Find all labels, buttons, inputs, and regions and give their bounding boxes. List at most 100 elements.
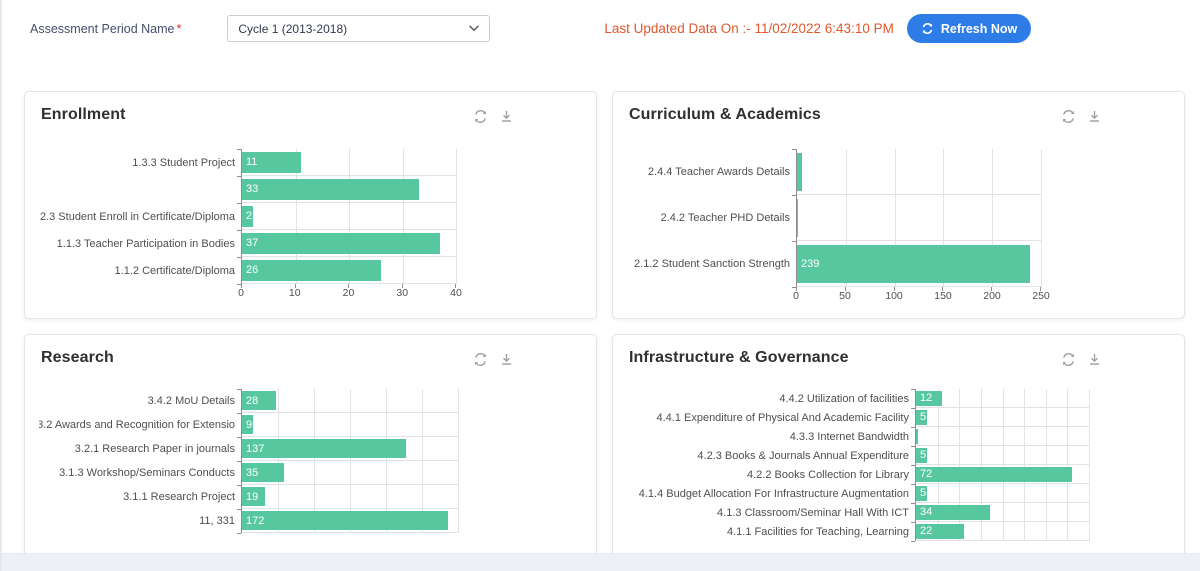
- bar[interactable]: 239: [797, 244, 1031, 283]
- bar[interactable]: 5: [916, 485, 927, 501]
- bar[interactable]: 72: [916, 466, 1072, 482]
- assessment-period-select[interactable]: Cycle 1 (2013-2018): [227, 15, 491, 42]
- x-tick-label: 50: [839, 290, 851, 302]
- required-asterisk: *: [176, 21, 182, 36]
- chart-row: [916, 427, 1089, 446]
- x-tick-label: 200: [983, 290, 1001, 302]
- x-tick-label: 0: [793, 290, 799, 302]
- bar[interactable]: 5: [916, 409, 927, 425]
- chevron-down-icon: [469, 25, 480, 32]
- x-tick-label: 30: [396, 287, 409, 299]
- bar[interactable]: 5: [916, 447, 927, 463]
- bar[interactable]: 37: [242, 232, 440, 254]
- plot-area: 12 5 5 72 5 34 22: [911, 389, 1090, 542]
- x-tick-label: 250: [1032, 290, 1050, 302]
- bar[interactable]: [916, 428, 919, 444]
- bar[interactable]: 28: [242, 391, 276, 410]
- category-label: 2.4.2 Teacher PHD Details: [660, 212, 790, 224]
- category-label: 3.1.1 Research Project: [123, 491, 235, 503]
- plot-area: 239: [792, 149, 1042, 291]
- bar-value-label: 37: [246, 237, 259, 249]
- refresh-button-label: Refresh Now: [940, 21, 1018, 36]
- panel-download-icon[interactable]: [1087, 109, 1102, 124]
- bar-value-label: 9: [246, 418, 253, 431]
- chart-row: [797, 195, 1041, 241]
- bar[interactable]: 2: [242, 205, 253, 227]
- bar[interactable]: 11: [242, 151, 301, 173]
- category-labels: 2.4.4 Teacher Awards Details 2.4.2 Teache…: [627, 149, 796, 303]
- category-label: 1.3.3 Student Project: [132, 156, 235, 169]
- bar[interactable]: 33: [242, 178, 419, 200]
- panel-download-icon[interactable]: [1087, 352, 1102, 367]
- chart-row: 9: [242, 413, 458, 437]
- category-label: 4.3.3 Internet Bandwidth: [789, 430, 909, 443]
- x-tick-label: 0: [238, 287, 244, 299]
- chart-row: 11: [242, 149, 456, 176]
- panel-header: Research: [39, 347, 582, 367]
- bar-chart: 3.4.2 MoU Details 3.3.2 Awards and Recogn…: [39, 389, 582, 534]
- panel-title: Curriculum & Academics: [629, 106, 821, 123]
- bar[interactable]: [797, 198, 798, 237]
- category-label: 4.4.2 Utilization of facilities: [779, 392, 909, 405]
- chart-row: 28: [242, 389, 458, 413]
- panel-tools: [473, 352, 514, 367]
- panel-tools: [473, 109, 514, 124]
- category-label: 1.1.3 Teacher Participation in Bodies: [56, 237, 235, 250]
- category-label: 2.1.2 Student Sanction Strength: [634, 258, 790, 270]
- panel-research: Research 3.4.2 MoU Details 3.3.2 Awards an…: [24, 334, 597, 553]
- bar-value-label: 5: [920, 411, 927, 423]
- panel-title: Research: [41, 349, 114, 366]
- category-label: 4.1.4 Budget Allocation For Infrastructu…: [638, 487, 909, 500]
- bar[interactable]: 9: [242, 415, 253, 434]
- bar-value-label: 26: [246, 264, 259, 276]
- bar-value-label: 22: [920, 525, 933, 537]
- category-label: 3.4.2 MoU Details: [147, 395, 235, 407]
- panel-refresh-icon[interactable]: [1061, 352, 1076, 367]
- panel-header: Curriculum & Academics: [627, 104, 1170, 124]
- panel-tools: [1061, 352, 1102, 367]
- chart-row: 172: [242, 509, 458, 533]
- panel-infrastructure: Infrastructure & Governance 4.4.2 Utiliza…: [612, 334, 1185, 553]
- category-label: [39, 176, 241, 203]
- panel-refresh-icon[interactable]: [1061, 109, 1076, 124]
- bar-value-label: 239: [801, 257, 820, 270]
- bar-value-label: 35: [246, 466, 259, 479]
- refresh-now-button[interactable]: Refresh Now: [906, 14, 1032, 43]
- chart-row: 37: [242, 230, 456, 257]
- category-labels: 1.3.3 Student Project 1.2.3 Student Enrol…: [39, 149, 241, 300]
- panel-curriculum: Curriculum & Academics 2.4.4 Teacher Awar…: [612, 91, 1185, 319]
- bar[interactable]: 35: [242, 463, 284, 482]
- chart-row: 26: [242, 257, 456, 284]
- bar[interactable]: 172: [242, 511, 449, 530]
- category-label: 4.1.1 Facilities for Teaching, Learning: [726, 525, 909, 538]
- bar[interactable]: 34: [916, 504, 990, 520]
- category-label: 1.2.3 Student Enroll in Certificate/Dipl…: [39, 210, 235, 223]
- chart-row: 2: [242, 203, 456, 230]
- category-label: 1.1.2 Certificate/Diploma: [114, 264, 235, 277]
- bar-value-label: 5: [920, 487, 927, 499]
- panel-download-icon[interactable]: [499, 109, 514, 124]
- bar[interactable]: [797, 152, 802, 191]
- dashboard-content: Assessment Period Name * Cycle 1 (2013-20…: [2, 0, 1200, 553]
- bar[interactable]: 26: [242, 259, 382, 281]
- panel-refresh-icon[interactable]: [473, 352, 488, 367]
- panel-title: Infrastructure & Governance: [629, 349, 849, 366]
- x-tick-label: 40: [450, 287, 462, 299]
- category-label: 3.3.2 Awards and Recognition for Extensi…: [39, 419, 235, 431]
- panel-refresh-icon[interactable]: [473, 109, 488, 124]
- chart-row: 137: [242, 437, 458, 461]
- category-label: 3.1.3 Workshop/Seminars Conducts: [59, 467, 235, 479]
- assessment-period-label: Assessment Period Name *: [30, 21, 182, 36]
- panel-download-icon[interactable]: [499, 352, 514, 367]
- bar[interactable]: 12: [916, 390, 942, 406]
- bar-chart: 2.4.4 Teacher Awards Details 2.4.2 Teache…: [627, 149, 1170, 303]
- x-tick-label: 10: [288, 287, 301, 299]
- plot-area: 28 9 137 35 19 172: [237, 389, 459, 534]
- bar-value-label: 72: [920, 468, 933, 480]
- plot-area: 11 33 2 37 26: [237, 149, 457, 288]
- bar[interactable]: 19: [242, 487, 265, 506]
- bar[interactable]: 22: [916, 523, 964, 539]
- chart-row: 22: [916, 522, 1089, 541]
- bar[interactable]: 137: [242, 439, 407, 458]
